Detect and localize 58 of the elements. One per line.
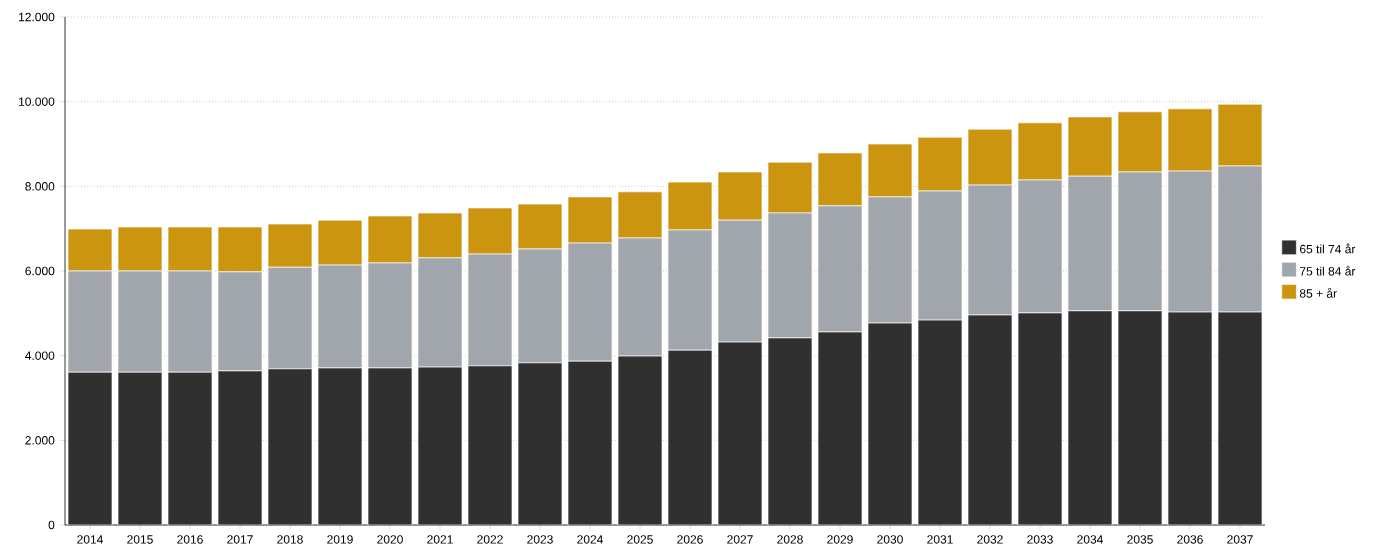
x-tick-label: 2024 — [577, 535, 603, 544]
bar — [167, 371, 213, 525]
x-tick-label: 2014 — [77, 535, 103, 544]
x-tick-label: 2018 — [277, 535, 303, 544]
y-tick-label: 6.000 — [25, 266, 55, 276]
bar — [417, 366, 463, 525]
x-tick-label: 2016 — [177, 535, 203, 544]
bar — [667, 349, 713, 525]
x-tick-label: 2032 — [977, 535, 1003, 544]
x-tick-label: 2030 — [877, 535, 903, 544]
x-tick-label: 2031 — [927, 535, 953, 544]
y-tick-label: 0 — [48, 520, 55, 530]
x-tick-label: 2022 — [477, 535, 503, 544]
bar — [267, 368, 313, 525]
bar — [1117, 310, 1163, 525]
x-tick-label: 2027 — [727, 535, 753, 544]
x-tick-label: 2021 — [427, 535, 453, 544]
bar — [617, 355, 663, 525]
y-tick-label: 10.000 — [19, 97, 55, 106]
x-tick-label: 2019 — [327, 535, 353, 544]
bar — [717, 341, 763, 525]
bar — [1017, 312, 1063, 525]
bar — [367, 367, 413, 525]
legend-label: 75 til 84 år — [1300, 265, 1356, 276]
bar — [1067, 310, 1113, 525]
bar — [917, 319, 963, 525]
bar — [1217, 311, 1263, 525]
x-tick-label: 2035 — [1127, 535, 1153, 544]
bar — [317, 367, 363, 525]
bar — [967, 314, 1013, 525]
bar — [117, 371, 163, 525]
x-tick-label: 2017 — [227, 535, 253, 544]
y-tick-label: 8.000 — [25, 182, 55, 191]
y-tick-label: 2.000 — [25, 436, 55, 445]
bar — [467, 365, 513, 525]
legend-label: 85 + år — [1299, 287, 1337, 298]
x-tick-label: 2037 — [1227, 535, 1253, 544]
x-tick-label: 2025 — [627, 535, 653, 544]
x-tick-label: 2020 — [377, 535, 403, 544]
x-tick-label: 2028 — [777, 535, 803, 544]
y-tick-label: 12.000 — [19, 12, 55, 22]
x-tick-label: 2023 — [527, 535, 553, 544]
bar — [517, 362, 563, 525]
bar — [67, 371, 113, 525]
bar — [567, 360, 613, 525]
x-tick-label: 2026 — [677, 535, 703, 544]
x-tick-label: 2036 — [1177, 535, 1203, 544]
bar — [867, 322, 913, 525]
x-tick-label: 2015 — [127, 535, 153, 544]
legend-label: 65 til 74 år — [1300, 243, 1356, 254]
bar — [217, 370, 263, 525]
x-tick-label: 2034 — [1077, 535, 1103, 544]
x-tick-label: 2029 — [827, 535, 853, 544]
x-tick-label: 2033 — [1027, 535, 1053, 544]
y-tick-label: 4.000 — [25, 351, 55, 360]
bar — [767, 337, 813, 525]
bar — [1167, 311, 1213, 525]
bar — [817, 331, 863, 525]
